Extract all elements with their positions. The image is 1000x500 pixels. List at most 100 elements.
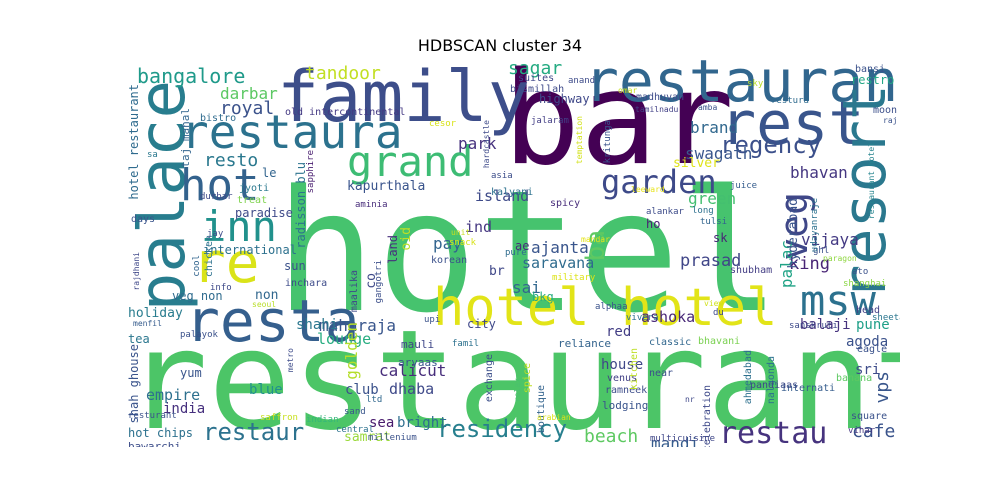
cloud-word: reliance — [558, 337, 611, 350]
cloud-word: ltd — [366, 395, 383, 405]
cloud-word: le — [262, 166, 277, 180]
cloud-word: palayok — [180, 330, 218, 340]
cloud-word: tamilnadu — [635, 105, 679, 114]
cloud-word: inchara — [285, 278, 328, 289]
cloud-word: restaurant — [125, 300, 900, 448]
cloud-word: moon — [873, 105, 898, 116]
cloud-word: kapurthala — [347, 179, 426, 194]
cloud-word: anand — [568, 76, 596, 86]
cloud-word: br — [489, 264, 505, 279]
cloud-word: sa — [147, 150, 158, 160]
cloud-word: madhuvan — [636, 92, 685, 103]
cloud-word: mandar — [581, 235, 610, 244]
cloud-word: ajanta — [531, 238, 589, 257]
cloud-word: bansi — [855, 64, 886, 75]
cloud-word: alankar — [646, 207, 684, 217]
cloud-word: co — [364, 273, 379, 289]
cloud-word: spicy — [550, 198, 581, 209]
cloud-word: bright — [397, 415, 448, 431]
cloud-word: pune — [856, 317, 890, 333]
cloud-word: ind — [465, 218, 493, 236]
cloud-word: square — [851, 411, 888, 422]
cloud-word: house — [601, 357, 644, 373]
cloud-word: bawarchi — [128, 440, 181, 447]
cloud-word: bkg — [532, 290, 554, 304]
cloud-word: ahmedabad — [743, 350, 754, 405]
cloud-word: temptation — [575, 116, 584, 165]
cloud-word: resturant — [128, 411, 177, 421]
cloud-word: sanskruti — [789, 321, 838, 331]
cloud-word: sapphire — [306, 150, 316, 194]
cloud-word: vijaya — [801, 230, 859, 249]
cloud-word: king — [789, 254, 830, 274]
cloud-word: ashoka — [641, 308, 696, 326]
cloud-word: bar — [503, 60, 735, 194]
cloud-word: resta — [185, 287, 360, 355]
cloud-word: multicuisine — [650, 434, 716, 444]
cloud-word: venus — [607, 373, 638, 384]
cloud-word: maalika — [349, 270, 360, 313]
cloud-word: darbar — [220, 84, 278, 103]
cloud-word: samrat — [344, 430, 391, 445]
cloud-word: highway — [539, 92, 590, 106]
cloud-word: hot chips — [128, 426, 194, 440]
cloud-word: swagath — [685, 144, 753, 163]
cloud-word: korean — [431, 255, 468, 266]
cloud-word: durbar — [200, 192, 233, 202]
cloud-word: relax — [513, 378, 522, 403]
cloud-word: family — [277, 60, 530, 138]
cloud-word: balaji — [800, 317, 851, 333]
cloud-word: bismillah — [510, 84, 565, 95]
cloud-word: jyoti — [239, 183, 270, 194]
cloud-word: banana — [836, 373, 873, 384]
cloud-word: military — [552, 273, 596, 283]
cloud-word: taj mahal — [179, 108, 192, 168]
cloud-word: treat — [237, 195, 268, 206]
cloud-word: land — [386, 235, 400, 264]
cloud-word: cool — [192, 255, 202, 277]
cloud-word: rest — [720, 89, 865, 159]
cloud-word: shahi — [296, 317, 339, 333]
cloud-word: resto — [204, 150, 259, 171]
cloud-word: upi — [424, 315, 441, 325]
cloud-word: sai — [512, 278, 541, 297]
cloud-word: aminia — [355, 200, 388, 210]
cloud-word: internati — [781, 383, 836, 394]
cloud-word: ae — [515, 239, 530, 253]
cloud-word: hardcastle — [482, 120, 491, 169]
cloud-word: famil — [452, 339, 480, 349]
cloud-word: residency — [437, 415, 568, 443]
cloud-word: ramneek — [605, 385, 648, 396]
cloud-word: international — [203, 243, 297, 257]
cloud-word: sheetal — [872, 313, 900, 323]
cloud-word: days — [131, 214, 156, 225]
cloud-word: boutique — [536, 385, 547, 434]
cloud-word: hotel — [275, 154, 781, 350]
cloud-word: yum — [180, 366, 202, 380]
cloud-word: arabian — [537, 413, 571, 422]
cloud-word: silver — [673, 156, 720, 171]
cloud-word: hyderabad — [786, 198, 801, 269]
cloud-word: leeward — [631, 185, 665, 194]
cloud-word: beach — [584, 426, 639, 447]
cloud-word: suites — [518, 73, 555, 84]
cloud-word: calicut — [379, 361, 447, 380]
cloud-word: celebration — [702, 385, 713, 447]
cloud-word: amba — [698, 103, 718, 112]
cloud-word: island — [475, 187, 530, 205]
cloud-word: chicken — [204, 235, 215, 278]
cloud-word: dhaba — [389, 380, 435, 398]
cloud-word: sand — [344, 407, 366, 417]
cloud-word: paradise — [235, 206, 293, 220]
cloud-word: saravana — [522, 254, 595, 272]
cloud-word: royal — [220, 98, 275, 119]
cloud-word: rajdhani — [132, 252, 141, 291]
cloud-word: asia — [491, 171, 513, 181]
cloud-word: green — [688, 189, 737, 208]
cloud-word: bistro — [200, 113, 237, 124]
cloud-word: restro — [851, 73, 895, 87]
cloud-word: pay — [433, 234, 462, 253]
cloud-word: red — [606, 324, 632, 340]
cloud-word: unit — [451, 228, 471, 237]
cloud-word: hot — [180, 160, 260, 211]
